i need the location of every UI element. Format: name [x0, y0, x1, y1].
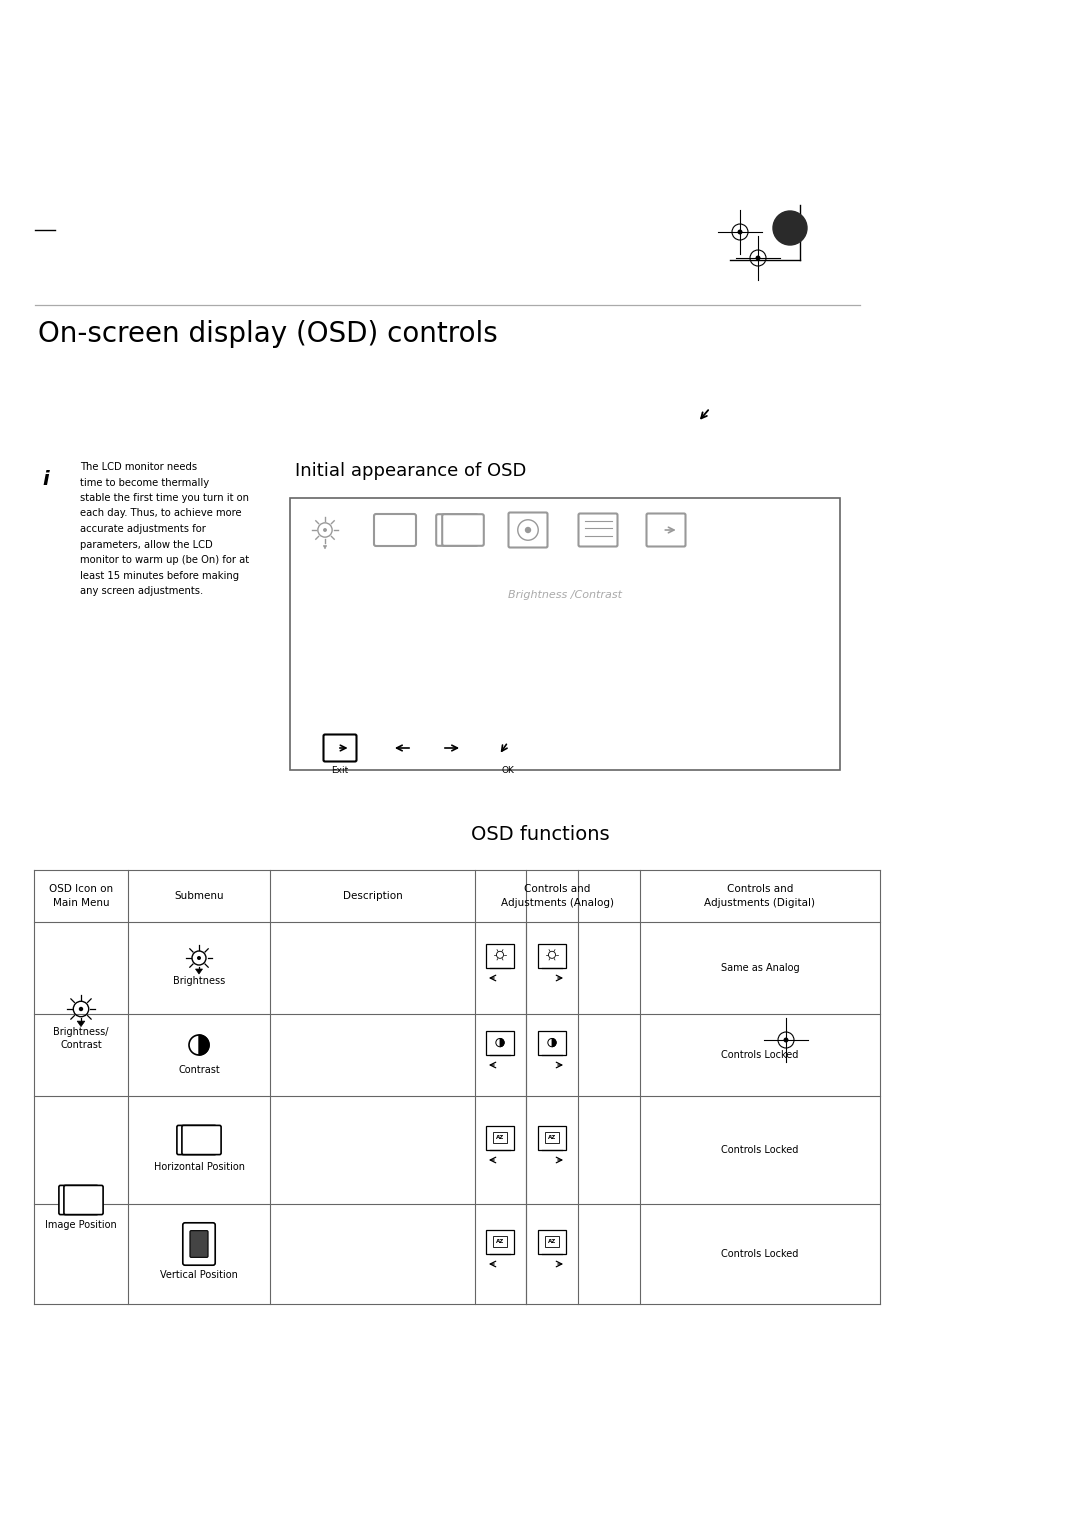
FancyBboxPatch shape — [486, 1230, 514, 1254]
Text: Vertical Position: Vertical Position — [160, 1270, 238, 1280]
Text: accurate adjustments for: accurate adjustments for — [80, 524, 206, 533]
Text: OK: OK — [501, 766, 514, 775]
FancyBboxPatch shape — [492, 1132, 508, 1143]
Circle shape — [783, 1038, 788, 1042]
Text: Submenu: Submenu — [174, 891, 224, 902]
FancyBboxPatch shape — [442, 515, 484, 545]
FancyBboxPatch shape — [190, 1230, 208, 1258]
FancyBboxPatch shape — [492, 1236, 508, 1247]
Circle shape — [79, 1007, 83, 1012]
Circle shape — [197, 957, 201, 960]
Text: Horizontal Position: Horizontal Position — [153, 1161, 244, 1172]
Wedge shape — [500, 1039, 504, 1047]
FancyBboxPatch shape — [538, 944, 566, 969]
FancyBboxPatch shape — [486, 944, 514, 969]
Text: Exit: Exit — [332, 766, 349, 775]
Text: Same as Analog: Same as Analog — [720, 963, 799, 973]
Text: Brightness /Contrast: Brightness /Contrast — [508, 590, 622, 601]
Circle shape — [323, 529, 327, 532]
Text: least 15 minutes before making: least 15 minutes before making — [80, 570, 239, 581]
FancyBboxPatch shape — [436, 515, 477, 545]
Circle shape — [756, 255, 760, 260]
FancyBboxPatch shape — [181, 1126, 221, 1155]
Wedge shape — [552, 1039, 556, 1047]
Text: stable the first time you turn it on: stable the first time you turn it on — [80, 494, 249, 503]
FancyBboxPatch shape — [538, 1230, 566, 1254]
Circle shape — [738, 229, 743, 234]
Text: Controls Locked: Controls Locked — [721, 1144, 799, 1155]
Text: Description: Description — [342, 891, 403, 902]
FancyBboxPatch shape — [177, 1126, 216, 1155]
FancyBboxPatch shape — [544, 1132, 559, 1143]
Text: OSD Icon on
Main Menu: OSD Icon on Main Menu — [49, 885, 113, 908]
Text: OSD functions: OSD functions — [471, 825, 609, 843]
Text: AZ: AZ — [548, 1135, 556, 1140]
Text: time to become thermally: time to become thermally — [80, 477, 210, 487]
Polygon shape — [323, 545, 326, 549]
Text: Controls and
Adjustments (Analog): Controls and Adjustments (Analog) — [501, 885, 615, 908]
FancyBboxPatch shape — [538, 1031, 566, 1054]
Text: any screen adjustments.: any screen adjustments. — [80, 587, 203, 596]
Text: Initial appearance of OSD: Initial appearance of OSD — [295, 461, 526, 480]
Text: Controls and
Adjustments (Digital): Controls and Adjustments (Digital) — [704, 885, 815, 908]
Text: monitor to warm up (be On) for at: monitor to warm up (be On) for at — [80, 555, 249, 565]
Text: Image Position: Image Position — [45, 1219, 117, 1230]
Text: Contrast: Contrast — [178, 1065, 220, 1076]
Text: The LCD monitor needs: The LCD monitor needs — [80, 461, 198, 472]
Circle shape — [525, 527, 531, 533]
Text: AZ: AZ — [548, 1239, 556, 1244]
Text: Controls Locked: Controls Locked — [721, 1248, 799, 1259]
FancyBboxPatch shape — [486, 1031, 514, 1054]
Wedge shape — [199, 1034, 210, 1054]
FancyBboxPatch shape — [59, 1186, 98, 1215]
Polygon shape — [195, 969, 203, 973]
Text: On-screen display (OSD) controls: On-screen display (OSD) controls — [38, 319, 498, 348]
FancyBboxPatch shape — [544, 1236, 559, 1247]
Text: Brightness: Brightness — [173, 976, 225, 986]
FancyBboxPatch shape — [64, 1186, 103, 1215]
Circle shape — [773, 211, 807, 244]
FancyBboxPatch shape — [538, 1126, 566, 1151]
Text: parameters, allow the LCD: parameters, allow the LCD — [80, 539, 213, 550]
Text: i: i — [42, 471, 49, 489]
FancyBboxPatch shape — [486, 1126, 514, 1151]
Polygon shape — [77, 1021, 85, 1027]
Text: Controls Locked: Controls Locked — [721, 1050, 799, 1060]
FancyBboxPatch shape — [183, 1222, 215, 1265]
FancyBboxPatch shape — [291, 498, 840, 770]
Text: Brightness/
Contrast: Brightness/ Contrast — [53, 1027, 109, 1050]
Text: each day. Thus, to achieve more: each day. Thus, to achieve more — [80, 509, 242, 518]
Text: AZ: AZ — [496, 1239, 504, 1244]
Text: AZ: AZ — [496, 1135, 504, 1140]
